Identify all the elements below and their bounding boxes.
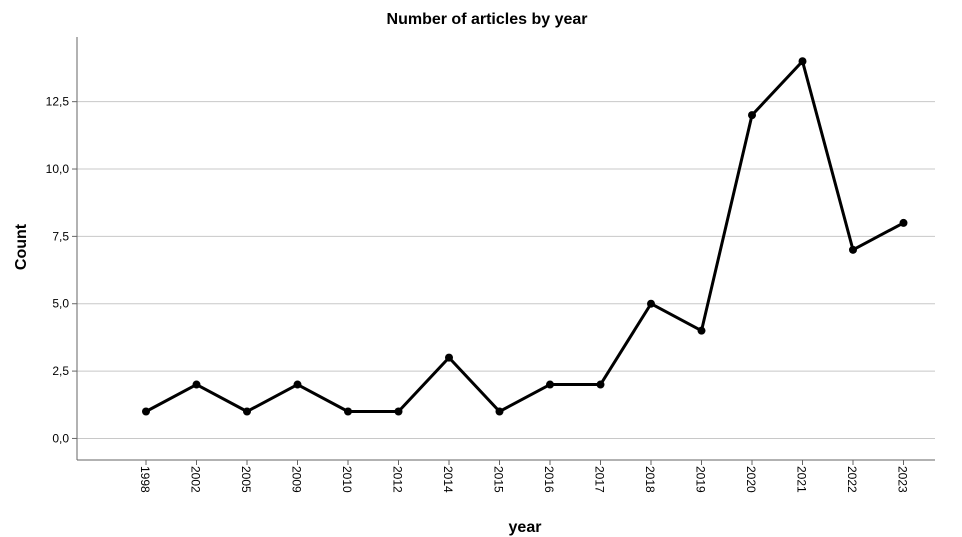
data-point <box>192 380 201 389</box>
x-tick-label: 2023 <box>896 466 910 493</box>
data-point <box>798 57 807 66</box>
y-tick-label: 12,5 <box>46 95 70 109</box>
y-tick-labels: 0,0 2,5 5,0 7,5 10,0 12,5 <box>46 95 70 446</box>
data-point <box>142 407 150 416</box>
y-tick-label: 10,0 <box>46 162 70 176</box>
gridlines <box>77 101 935 439</box>
series-line <box>144 59 905 414</box>
data-point <box>344 407 352 416</box>
data-point <box>293 380 302 389</box>
axes <box>72 37 935 465</box>
data-point <box>445 353 453 362</box>
x-tick-label: 2002 <box>189 466 203 493</box>
y-axis-label: Count <box>13 223 30 270</box>
x-tick-label: 2012 <box>391 466 405 493</box>
y-tick-label: 2,5 <box>52 364 69 378</box>
data-point <box>394 407 403 416</box>
x-tick-label: 2017 <box>593 466 607 493</box>
x-tick-label: 2010 <box>340 466 354 493</box>
x-tick-labels: 1998 2002 2005 2009 2010 2012 2014 2015 2016 2017… <box>138 466 910 493</box>
data-point <box>596 380 605 389</box>
x-axis-label: year <box>509 519 542 536</box>
x-tick-label: 1998 <box>138 466 152 493</box>
x-tick-label: 2020 <box>744 466 758 493</box>
data-point <box>748 111 756 120</box>
x-tick-label: 2016 <box>542 466 556 493</box>
y-tick-label: 5,0 <box>52 297 69 311</box>
data-point <box>546 380 554 389</box>
x-tick-label: 2018 <box>643 466 657 493</box>
y-tick-label: 7,5 <box>52 229 69 243</box>
data-point <box>849 245 857 254</box>
data-point <box>495 407 504 416</box>
series-group <box>142 57 908 416</box>
x-tick-label: 2019 <box>694 466 708 493</box>
y-tick-label: 0,0 <box>52 431 69 445</box>
x-tick-label: 2015 <box>492 466 506 493</box>
x-tick-label: 2022 <box>845 466 859 493</box>
x-tick-label: 2014 <box>441 466 455 493</box>
data-point <box>647 299 655 308</box>
data-point <box>697 326 706 335</box>
x-tick-label: 2005 <box>239 466 253 493</box>
data-point <box>899 218 908 227</box>
data-point <box>243 407 251 416</box>
x-tick-label: 2021 <box>795 466 809 493</box>
x-tick-label: 2009 <box>290 466 304 493</box>
chart-title: Number of articles by year <box>387 11 588 28</box>
